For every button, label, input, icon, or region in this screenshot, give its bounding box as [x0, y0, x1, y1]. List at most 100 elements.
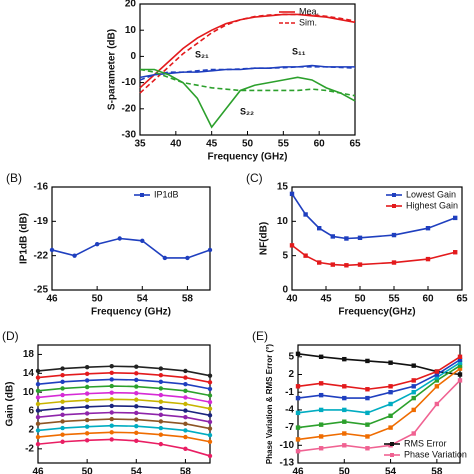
marker	[183, 368, 188, 374]
marker	[109, 370, 114, 376]
marker	[183, 428, 188, 433]
y-tick-label: -10	[122, 77, 137, 88]
marker	[35, 415, 41, 420]
marker	[317, 226, 322, 231]
marker	[457, 357, 463, 362]
marker	[207, 413, 213, 418]
series-line	[37, 365, 211, 377]
series-group	[295, 351, 463, 454]
marker	[330, 234, 335, 239]
marker	[49, 247, 55, 253]
series-line	[297, 364, 461, 429]
y-tick-label: 0	[282, 285, 288, 296]
marker	[134, 384, 139, 389]
marker	[109, 423, 114, 428]
marker	[295, 425, 301, 430]
marker	[35, 388, 41, 393]
y-tick-label: 6	[28, 406, 34, 417]
marker	[60, 406, 65, 411]
x-tick-label: 58	[182, 294, 194, 305]
x-tick-label: 55	[388, 294, 400, 305]
marker	[411, 390, 416, 395]
marker	[207, 453, 213, 459]
marker	[411, 431, 416, 436]
x-tick-label: 50	[82, 467, 94, 474]
marker	[318, 446, 324, 451]
marker	[295, 351, 301, 357]
marker	[60, 425, 65, 431]
annotation: S₂₁	[195, 49, 209, 59]
marker	[134, 430, 139, 435]
marker	[295, 410, 301, 416]
y-tick-label: -13	[280, 458, 295, 469]
marker	[344, 236, 349, 241]
marker	[60, 412, 65, 418]
marker	[365, 434, 370, 439]
y-tick-label: 15	[277, 182, 289, 193]
marker	[140, 238, 145, 243]
legend-label: Highest Gain	[406, 200, 458, 210]
y-tick-label: -7	[285, 422, 294, 433]
marker	[35, 368, 41, 374]
marker	[35, 381, 41, 387]
marker	[84, 371, 90, 376]
marker	[60, 399, 65, 404]
y-tick-label: -20	[122, 103, 137, 114]
marker	[94, 242, 100, 247]
marker	[295, 395, 301, 401]
marker	[411, 407, 416, 413]
y-tick-label: -4	[285, 405, 294, 416]
y-tick-label: 5	[288, 351, 294, 362]
marker	[109, 410, 114, 415]
marker	[289, 243, 295, 248]
legend-label: Mea.	[299, 6, 319, 16]
y-tick-label: -10	[280, 440, 295, 451]
marker	[158, 406, 164, 411]
marker	[434, 384, 440, 389]
x-tick-label: 50	[92, 294, 104, 305]
legend-label: Lowest Gain	[406, 189, 456, 199]
marker	[158, 425, 164, 431]
marker	[185, 255, 190, 261]
marker	[84, 391, 90, 396]
marker	[365, 395, 370, 401]
marker	[134, 423, 139, 429]
marker	[35, 434, 41, 440]
legend-marker	[390, 442, 394, 446]
marker	[207, 432, 213, 438]
marker	[318, 434, 324, 439]
marker	[183, 415, 188, 420]
marker	[117, 236, 122, 241]
marker	[295, 384, 301, 389]
x-tick-label: 46	[292, 467, 304, 474]
marker	[183, 446, 188, 452]
marker	[183, 395, 188, 400]
marker	[411, 384, 416, 389]
marker	[425, 226, 431, 231]
marker	[183, 381, 188, 387]
y-tick-label: -2	[25, 443, 34, 454]
y-tick-label: 10	[125, 25, 137, 36]
y-tick-label: 20	[125, 0, 137, 10]
marker	[434, 378, 440, 383]
legend-marker	[390, 453, 394, 457]
legend-label: Phase Variation	[404, 449, 467, 459]
marker	[183, 388, 188, 393]
marker	[84, 438, 90, 443]
marker	[342, 395, 347, 401]
marker	[388, 384, 393, 389]
x-tick-label: 65	[456, 294, 468, 305]
marker	[109, 397, 114, 402]
marker	[365, 422, 370, 427]
series-line	[139, 66, 356, 81]
marker	[342, 431, 347, 436]
marker	[84, 384, 90, 390]
marker	[35, 375, 41, 380]
legend-label: RMS Error	[404, 438, 447, 448]
marker	[207, 406, 213, 411]
marker	[35, 428, 41, 433]
marker	[303, 253, 308, 258]
y-tick-label: 5	[282, 250, 288, 261]
marker	[84, 364, 90, 370]
